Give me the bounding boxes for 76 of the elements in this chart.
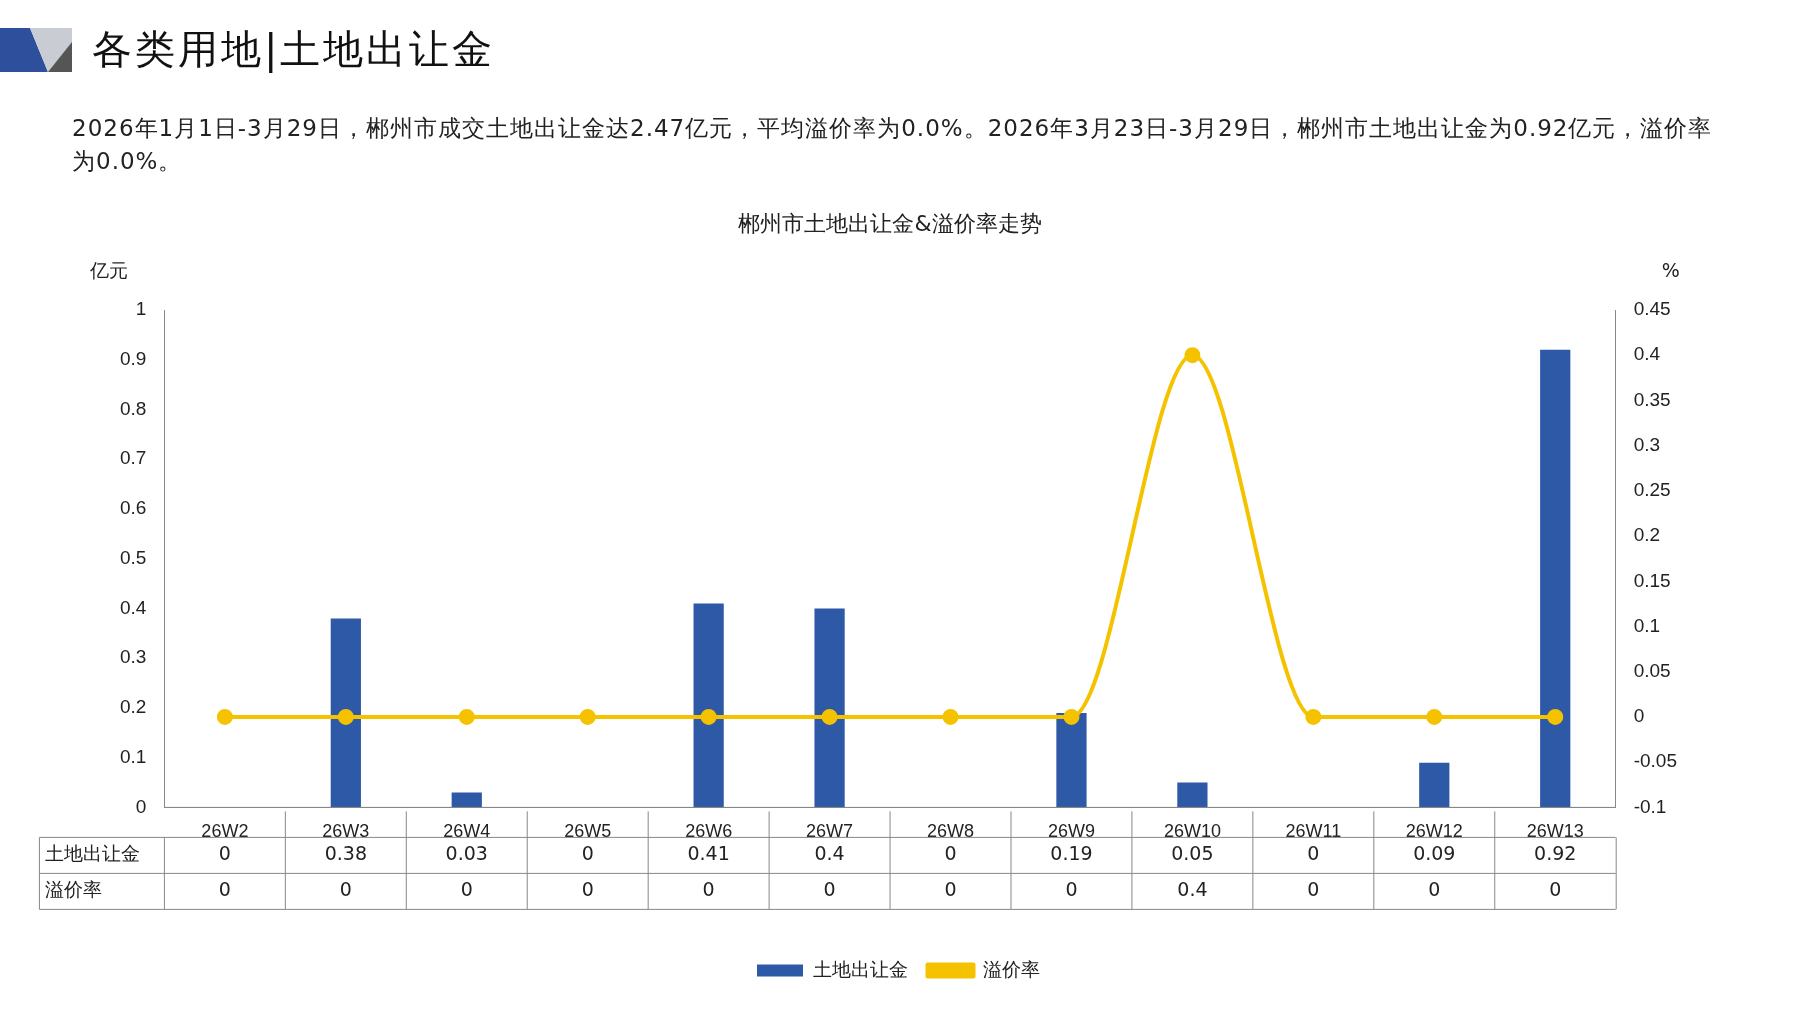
y-tick-label: 0.1 — [119, 745, 147, 767]
x-tick-label: 26W3 — [322, 821, 370, 842]
y2-tick-label: 0.4 — [1633, 343, 1661, 365]
y-tick-label: 0.6 — [119, 497, 147, 519]
y2-tick-label: -0.1 — [1633, 795, 1667, 817]
y-axis-title: 亿元 — [89, 258, 129, 281]
x-tick-label: 26W8 — [927, 821, 975, 842]
data-label: 0.4 — [1177, 878, 1208, 901]
text: 各类用地|土地出让金 — [92, 25, 496, 75]
legend-label: 溢价率 — [983, 958, 1040, 980]
bar — [451, 792, 482, 808]
y-tick-label: 0 — [135, 795, 147, 817]
data-label: 0 — [581, 842, 594, 865]
y2-tick-label: 0.1 — [1633, 614, 1661, 636]
data-label: 0.03 — [445, 842, 488, 865]
bar — [814, 608, 845, 808]
y2-tick-label: 0.35 — [1633, 388, 1671, 410]
bar — [330, 618, 361, 808]
data-label: 0 — [339, 878, 352, 901]
x-tick-label: 26W7 — [806, 821, 854, 842]
y2-tick-label: 0 — [1633, 705, 1645, 727]
y2-tick-label: 0.25 — [1633, 479, 1671, 501]
x-tick-label: 26W9 — [1047, 821, 1095, 842]
y2-tick-label: 0.2 — [1633, 524, 1661, 546]
data-label: 0.09 — [1413, 842, 1456, 865]
y2-tick-label: 0.15 — [1633, 569, 1671, 591]
text: 溢价率 — [45, 878, 103, 901]
y-tick-label: 0.8 — [119, 397, 147, 419]
data-label: 0 — [702, 878, 715, 901]
legend-label: 土地出让金 — [812, 958, 908, 980]
data-label: 0 — [1428, 878, 1441, 901]
data-label: 0.92 — [1534, 842, 1577, 865]
x-tick-label: 26W10 — [1163, 821, 1221, 842]
data-label: 0 — [460, 878, 473, 901]
data-label: 0 — [581, 878, 594, 901]
data-label: 0.41 — [687, 842, 730, 865]
y-tick-label: 0.4 — [119, 596, 147, 618]
y2-axis-title: % — [1661, 258, 1680, 281]
y-tick-label: 0.5 — [119, 546, 147, 568]
bar — [693, 603, 724, 808]
x-tick-label: 26W5 — [564, 821, 612, 842]
text: 2026年1月1日-3月29日，郴州市成交土地出让金达2.47亿元，平均溢价率为0.0%。2026年3月23日-3月29日，郴州市土地出让金为0.92亿元，溢价率为0.0%。 — [72, 114, 1714, 176]
x-tick-label: 26W4 — [443, 821, 491, 842]
y-tick-label: 0.7 — [119, 447, 147, 469]
data-label: 0 — [1549, 878, 1562, 901]
bar — [1056, 712, 1087, 808]
x-tick-label: 26W6 — [685, 821, 733, 842]
data-label: 0 — [823, 878, 836, 901]
y2-tick-label: 0.3 — [1633, 433, 1661, 455]
x-tick-label: 26W2 — [201, 821, 249, 842]
text: 土地出让金 — [45, 842, 141, 865]
y2-tick-label: 0.05 — [1633, 659, 1671, 681]
y2-tick-label: -0.05 — [1633, 750, 1678, 772]
data-label: 0 — [944, 878, 957, 901]
data-label: 0.19 — [1050, 842, 1093, 865]
bar — [1419, 762, 1450, 808]
y-tick-label: 0.3 — [119, 646, 147, 668]
data-label: 0 — [1065, 878, 1078, 901]
x-tick-label: 26W12 — [1405, 821, 1463, 842]
chart-title: 郴州市土地出让金&溢价率走势 — [738, 210, 1042, 236]
data-label: 0 — [218, 842, 231, 865]
x-tick-label: 26W11 — [1285, 821, 1342, 842]
data-label: 0.4 — [814, 842, 845, 865]
data-label: 0 — [218, 878, 231, 901]
y-tick-label: 0.2 — [119, 696, 147, 718]
data-label: 0 — [1307, 878, 1320, 901]
bar — [1540, 349, 1571, 808]
data-label: 0.38 — [324, 842, 367, 865]
x-tick-label: 26W13 — [1526, 821, 1584, 842]
y2-tick-label: 0.45 — [1633, 298, 1671, 320]
data-label: 0.05 — [1171, 842, 1214, 865]
y-tick-label: 1 — [135, 298, 147, 320]
data-label: 0 — [1307, 842, 1320, 865]
y-tick-label: 0.9 — [119, 347, 147, 369]
bar — [1177, 782, 1208, 808]
data-label: 0 — [944, 842, 957, 865]
